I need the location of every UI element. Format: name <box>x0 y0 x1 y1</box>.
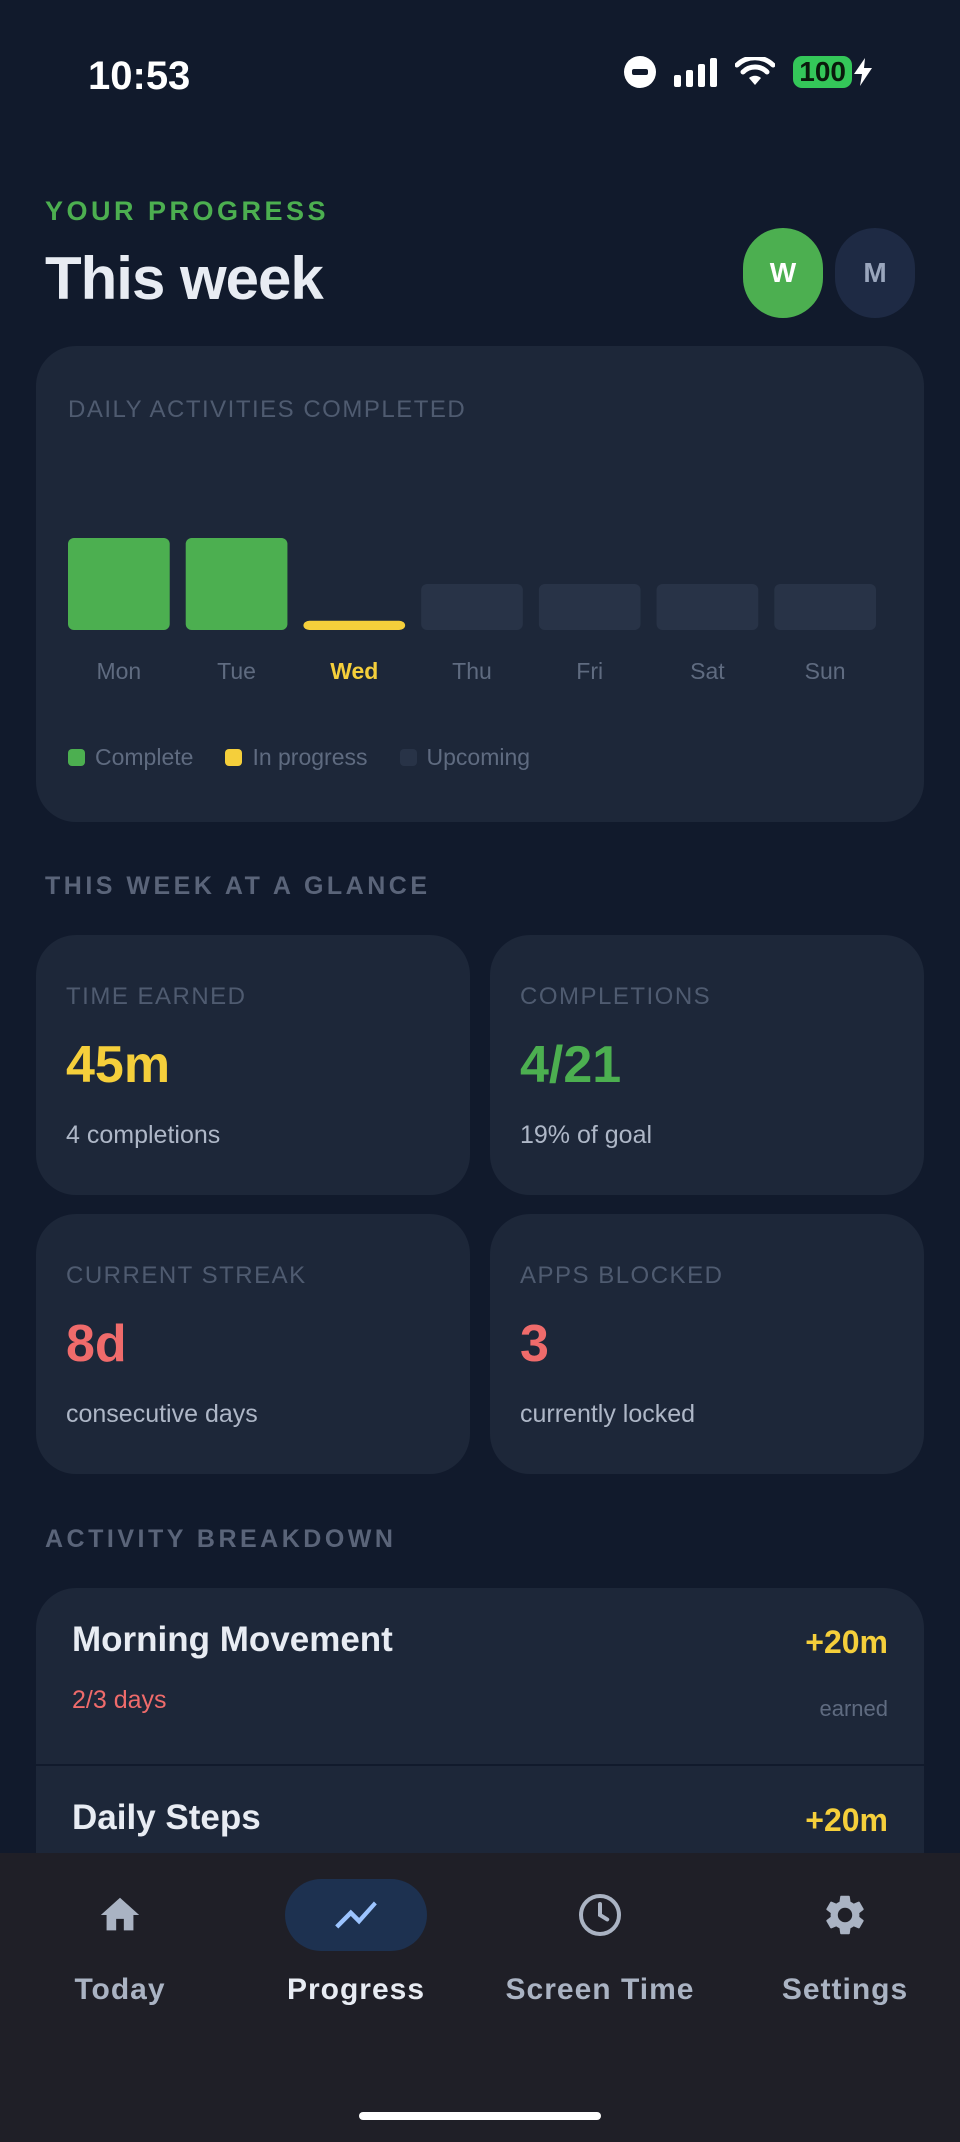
nav-item-settings[interactable]: Settings <box>725 1879 960 2009</box>
bar-tue <box>185 538 288 630</box>
legend-complete-swatch <box>68 749 85 766</box>
apps-blocked-label: APPS BLOCKED <box>520 1262 724 1289</box>
month-toggle-button[interactable]: M <box>835 228 915 318</box>
nav-label-progress: Progress <box>286 1973 426 2006</box>
nav-item-progress[interactable]: Progress <box>236 1879 476 2009</box>
activity-row-daily-steps[interactable]: Daily Steps +20m <box>36 1764 924 1940</box>
nav-label-screen-time: Screen Time <box>505 1973 695 2006</box>
legend-upcoming-label: Upcoming <box>426 744 531 770</box>
bar-mon <box>68 538 170 630</box>
chart-legend: Complete In progress Upcoming <box>68 744 530 771</box>
activity-name: Daily Steps <box>72 1798 261 1837</box>
bar-thu <box>421 584 523 630</box>
bar-fri <box>538 584 641 630</box>
chart-title: DAILY ACTIVITIES COMPLETED <box>68 396 467 423</box>
activity-time: +20m <box>805 1624 888 1660</box>
activity-name: Morning Movement <box>72 1620 393 1659</box>
do-not-disturb-icon <box>624 56 657 88</box>
nav-item-today[interactable]: Today <box>0 1879 240 2009</box>
activity-time: +20m <box>805 1802 888 1838</box>
daily-activities-chart: Mon Tue Wed Thu Fri Sat Sun <box>68 538 876 684</box>
completions-value: 4/21 <box>520 1036 622 1094</box>
nav-label-today: Today <box>74 1973 166 2006</box>
apps-blocked-value: 3 <box>520 1315 549 1373</box>
legend-complete: Complete <box>68 744 193 771</box>
time-earned-value: 45m <box>66 1036 171 1094</box>
home-indicator <box>359 2112 601 2120</box>
day-label-fri: Fri <box>576 658 603 684</box>
current-streak-sub: consecutive days <box>66 1400 258 1428</box>
breakdown-section-label: ACTIVITY BREAKDOWN <box>45 1525 397 1553</box>
nav-label-settings: Settings <box>781 1973 909 2006</box>
home-icon <box>100 1897 140 1931</box>
trending-icon <box>335 1901 377 1929</box>
day-label-sun: Sun <box>805 658 846 684</box>
status-bar: 10:53 100 <box>0 0 960 150</box>
activity-progress: 2/3 days <box>72 1686 167 1714</box>
completions-sub: 19% of goal <box>520 1121 653 1149</box>
day-label-wed: Wed <box>330 658 378 684</box>
cellular-signal-icon <box>674 57 718 87</box>
completions-card[interactable]: COMPLETIONS 4/21 19% of goal <box>490 935 924 1195</box>
gear-icon <box>826 1895 864 1935</box>
nav-icon-progress <box>285 1879 427 1951</box>
battery-level: 100 <box>793 56 852 88</box>
activity-earned-label: earned <box>819 1696 888 1721</box>
time-earned-sub: 4 completions <box>66 1121 221 1149</box>
current-streak-label: CURRENT STREAK <box>66 1262 307 1289</box>
glance-section-label: THIS WEEK AT A GLANCE <box>45 872 431 900</box>
legend-in-progress: In progress <box>225 744 368 771</box>
daily-activities-card: DAILY ACTIVITIES COMPLETED Mon Tue Wed Thu F… <box>36 346 924 822</box>
progress-eyebrow: YOUR PROGRESS <box>45 196 330 226</box>
status-time: 10:53 <box>88 54 191 98</box>
page-title: This week <box>45 245 324 312</box>
battery-indicator: 100 <box>793 56 872 88</box>
charging-bolt-icon <box>854 58 872 86</box>
status-icons: 100 <box>624 56 872 88</box>
completions-label: COMPLETIONS <box>520 983 712 1010</box>
clock-icon <box>579 1894 621 1936</box>
bar-sun <box>774 584 876 630</box>
day-label-mon: Mon <box>96 658 141 684</box>
apps-blocked-sub: currently locked <box>520 1400 696 1428</box>
nav-item-screen-time[interactable]: Screen Time <box>480 1879 720 2009</box>
nav-icon-screen-time <box>529 1879 671 1951</box>
day-label-tue: Tue <box>217 658 256 684</box>
bar-sat <box>656 584 759 630</box>
week-toggle-button[interactable]: W <box>743 228 823 318</box>
nav-icon-settings <box>774 1879 916 1951</box>
time-earned-label: TIME EARNED <box>66 983 247 1010</box>
apps-blocked-card[interactable]: APPS BLOCKED 3 currently locked <box>490 1214 924 1474</box>
legend-upcoming: Upcoming <box>399 744 531 771</box>
wifi-icon <box>735 57 776 85</box>
nav-icon-today <box>49 1879 191 1951</box>
day-label-thu: Thu <box>452 658 492 684</box>
day-label-sat: Sat <box>690 658 725 684</box>
time-earned-card[interactable]: TIME EARNED 45m 4 completions <box>36 935 470 1195</box>
current-streak-card[interactable]: CURRENT STREAK 8d consecutive days <box>36 1214 470 1474</box>
current-streak-value: 8d <box>66 1315 127 1373</box>
bar-wed <box>303 620 406 630</box>
legend-upcoming-swatch <box>399 749 417 766</box>
activity-row-morning-movement[interactable]: Morning Movement 2/3 days +20m earned <box>36 1588 924 1764</box>
legend-in-progress-label: In progress <box>252 744 368 770</box>
legend-in-progress-swatch <box>225 749 243 766</box>
legend-complete-label: Complete <box>95 744 194 770</box>
bottom-nav: Today Progress Screen Time Settings <box>0 1853 960 2142</box>
